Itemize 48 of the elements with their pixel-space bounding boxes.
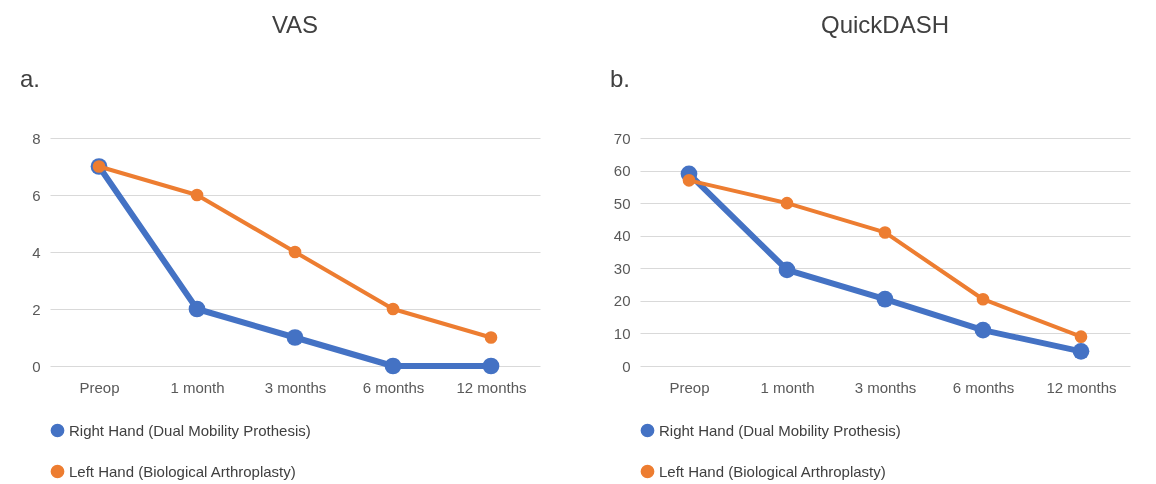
y-tick-label: 20 xyxy=(613,292,631,310)
point xyxy=(974,321,992,339)
y-tick-label: 60 xyxy=(613,162,631,180)
x-tick-label: 6 months xyxy=(952,378,1015,396)
point xyxy=(976,292,990,306)
y-tick-label: 6 xyxy=(32,186,41,204)
x-tick-label: 3 months xyxy=(854,378,917,396)
legend-label: Left Hand (Biological Arthroplasty) xyxy=(659,462,886,480)
y-tick-label: 10 xyxy=(613,324,631,342)
point xyxy=(1074,330,1088,343)
legend-label: Right Hand (Dual Mobility Prothesis) xyxy=(69,421,311,439)
x-tick-label: 12 months xyxy=(456,378,527,396)
point xyxy=(286,329,304,346)
point xyxy=(188,300,206,318)
legend-label: Right Hand (Dual Mobility Prothesis) xyxy=(659,421,901,439)
point xyxy=(778,261,796,279)
point xyxy=(384,357,402,375)
y-tick-label: 30 xyxy=(613,259,631,277)
point xyxy=(682,174,696,187)
point xyxy=(1072,342,1090,360)
y-tick-label: 50 xyxy=(613,194,631,212)
x-tick-label: 6 months xyxy=(362,378,425,396)
x-tick-label: 12 months xyxy=(1046,378,1117,396)
y-tick-label: 8 xyxy=(32,129,41,147)
y-tick-label: 2 xyxy=(32,300,41,318)
point xyxy=(482,357,500,375)
x-tick-label: Preop xyxy=(79,378,120,396)
point xyxy=(780,196,794,210)
x-tick-label: 1 month xyxy=(170,378,225,396)
y-tick-label: 0 xyxy=(622,357,631,375)
y-tick-label: 0 xyxy=(32,357,41,375)
point xyxy=(878,226,892,239)
x-tick-label: 3 months xyxy=(264,378,327,396)
point xyxy=(288,245,302,259)
text: b. xyxy=(610,65,631,92)
chart-title: VAS xyxy=(271,11,319,38)
y-tick-label: 70 xyxy=(613,129,631,147)
y-tick-label: 4 xyxy=(32,243,41,261)
chart-title: QuickDASH xyxy=(820,11,950,38)
point xyxy=(386,302,400,316)
y-tick-label: 40 xyxy=(613,227,631,245)
x-tick-label: Preop xyxy=(669,378,710,396)
legend-label: Left Hand (Biological Arthroplasty) xyxy=(69,462,296,480)
point xyxy=(484,331,498,344)
point xyxy=(876,290,894,308)
point xyxy=(190,188,204,202)
x-tick-label: 1 month xyxy=(760,378,815,396)
text: a. xyxy=(20,65,41,92)
